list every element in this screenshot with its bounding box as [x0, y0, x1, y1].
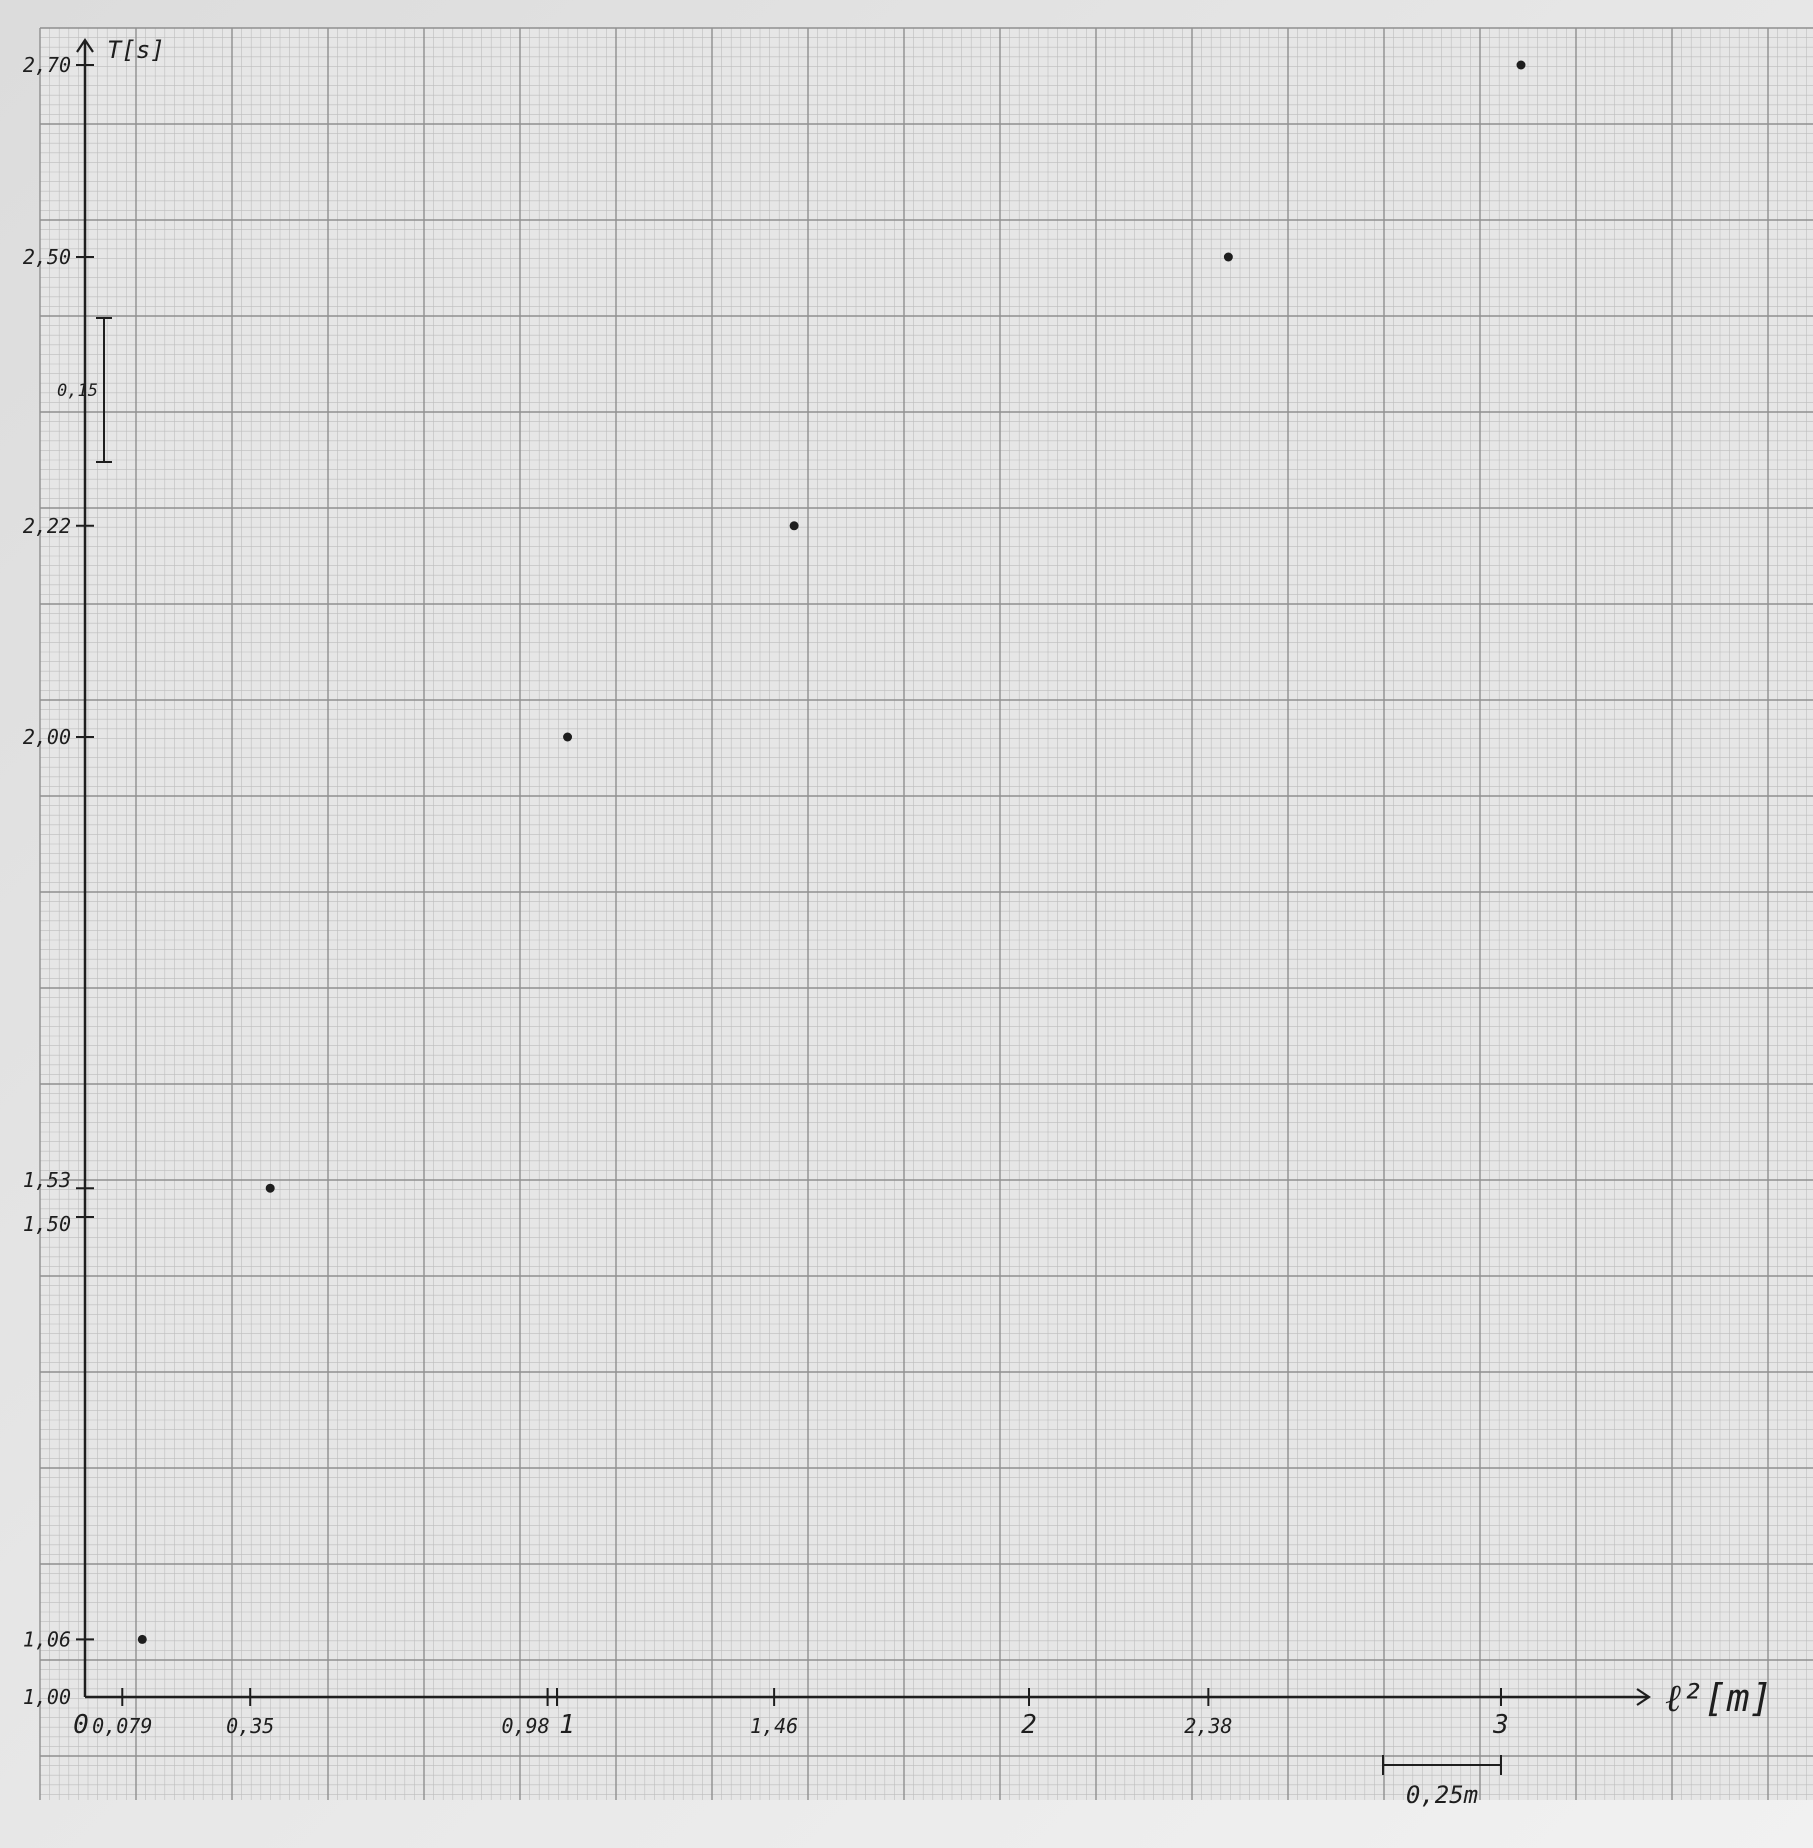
- y-tick-label-7: 2,70: [23, 53, 71, 77]
- y-tick-label-5: 2,22: [23, 514, 71, 538]
- y-scale-bar-label: 0,15: [57, 381, 98, 401]
- data-point-1: [265, 1183, 275, 1193]
- data-point-4: [1223, 252, 1233, 262]
- chart-labels: 0 0,079 0,35 0,98 1 1,46 2 2,38 3 1,00 1,06 1,50 1,5…: [23, 36, 1773, 1809]
- x-tick-label-8: 3: [1492, 1710, 1509, 1740]
- y-tick-label-1: 1,06: [23, 1627, 71, 1651]
- y-axis-arrow: [76, 38, 94, 53]
- x-tick-label-1: 0,079: [92, 1714, 152, 1738]
- y-tick-label-6: 2,50: [23, 245, 71, 269]
- data-point-2: [563, 732, 573, 742]
- x-tick-label-3: 0,98: [501, 1714, 549, 1738]
- y-scale-bar: [96, 317, 112, 463]
- x-tick-label-5: 1,46: [750, 1714, 798, 1738]
- x-tick-label-2: 0,35: [226, 1714, 274, 1738]
- y-axis-title: T[s]: [107, 36, 165, 64]
- chart-axes: [76, 38, 1651, 1706]
- grid-major-lines: [39, 27, 1813, 1800]
- y-tick-label-3: 1,53: [23, 1168, 71, 1192]
- data-point-5: [1516, 60, 1526, 70]
- data-point-3: [789, 521, 799, 531]
- y-tick-label-2: 1,50: [23, 1212, 71, 1236]
- y-tick-label-4: 2,00: [23, 725, 71, 749]
- x-tick-label-7: 2,38: [1184, 1714, 1232, 1738]
- x-axis-arrow: [1636, 1688, 1651, 1706]
- paper-area: [40, 28, 1813, 1800]
- x-tick-label-4: 1: [559, 1710, 575, 1740]
- x-tick-label-6: 2: [1021, 1710, 1037, 1740]
- chart-ticks: [76, 64, 1502, 1775]
- x-tick-label-0: 0: [73, 1710, 89, 1740]
- x-scale-bar: [1382, 1755, 1502, 1775]
- y-tick-label-0: 1,00: [23, 1685, 71, 1709]
- data-point-0: [137, 1634, 147, 1644]
- graph-paper-grid: [39, 27, 1813, 1800]
- data-points: [137, 60, 1526, 1644]
- x-scale-bar-label: 0,25m: [1406, 1781, 1478, 1809]
- x-axis-title: ℓ²[m]: [1665, 1676, 1772, 1720]
